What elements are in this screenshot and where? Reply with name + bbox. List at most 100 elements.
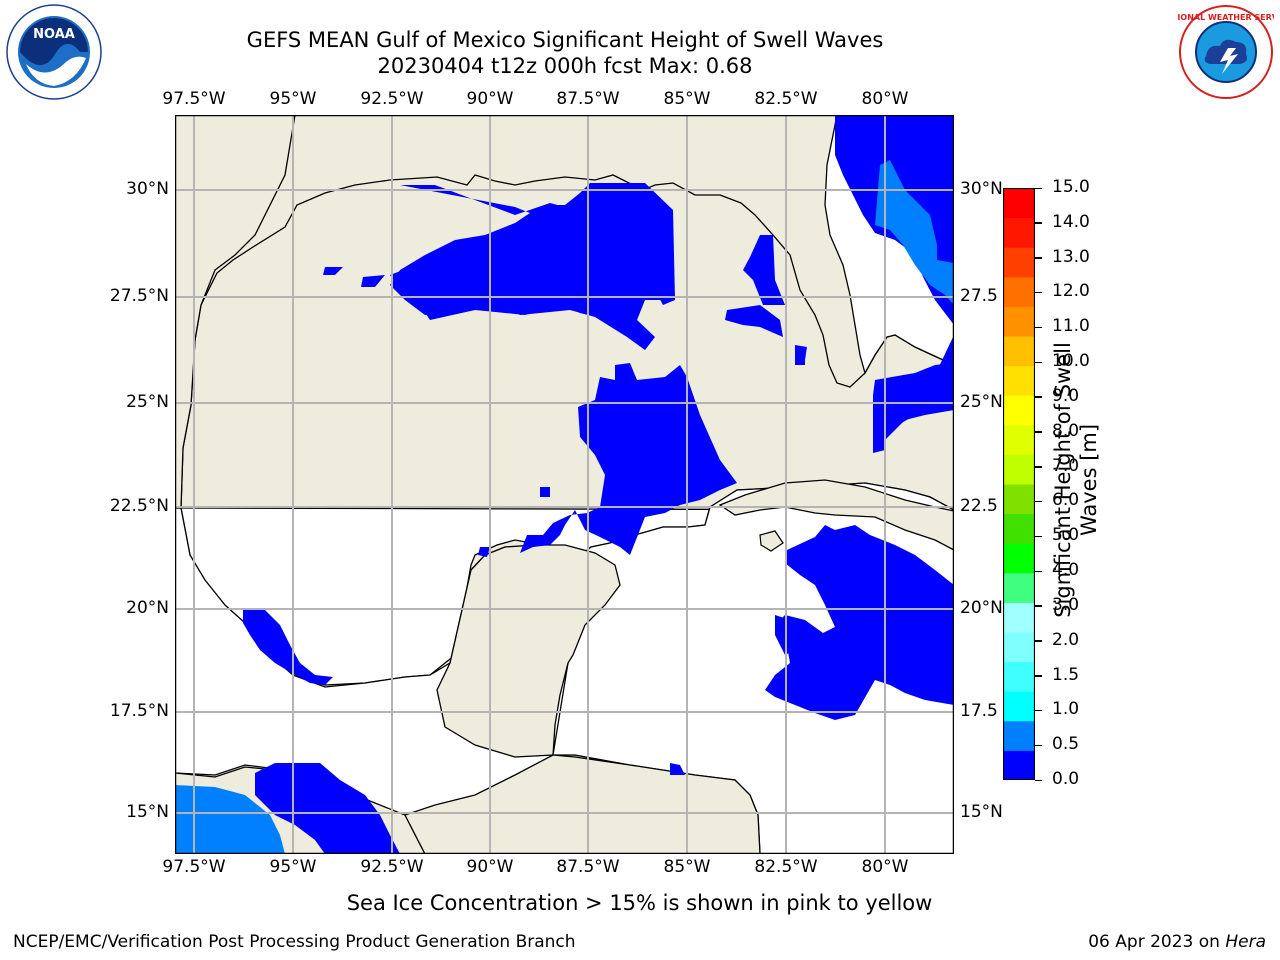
colorbar-tick-label: 1.0 <box>1052 699 1080 720</box>
colorbar-band <box>1003 424 1035 455</box>
colorbar-tick-mark <box>1035 396 1042 398</box>
colorbar-tick-label: 3.0 <box>1052 594 1080 615</box>
lat-label-right: 25°N <box>960 392 1003 412</box>
colorbar-band <box>1003 572 1035 603</box>
chart-subtitle: 20230404 t12z 000h fcst Max: 0.68 <box>377 54 753 78</box>
colorbar-tick-label: 13.0 <box>1052 246 1090 267</box>
lon-label-bottom: 80°W <box>861 857 909 877</box>
colorbar-tick-label: 15.0 <box>1052 177 1090 197</box>
honduras-land <box>404 754 761 854</box>
lat-label-left: 15°N <box>126 802 169 822</box>
swell-area-dot-2 <box>478 547 490 557</box>
swell-area-caribbean-1 <box>765 525 954 720</box>
swell-area-honduras <box>255 763 400 854</box>
colorbar-tick-label: 1.5 <box>1052 664 1080 685</box>
lon-label-top: 97.5°W <box>162 89 226 109</box>
colorbar-tick-mark <box>1035 779 1042 781</box>
colorbar-band <box>1003 602 1035 633</box>
colorbar-tick-mark <box>1035 257 1042 259</box>
lon-label-top: 82.5°W <box>754 89 818 109</box>
colorbar-tick-label: 9.0 <box>1052 385 1080 406</box>
lon-label-bottom: 87.5°W <box>556 857 620 877</box>
lat-label-right: 30°N <box>960 179 1003 199</box>
lon-label-top: 90°W <box>466 89 514 109</box>
lat-label-left: 20°N <box>126 598 169 618</box>
nws-logo: NATIONAL WEATHER SERVICE <box>1178 5 1274 99</box>
lon-label-top: 85°W <box>663 89 711 109</box>
colorbar-tick-mark <box>1035 361 1042 364</box>
colorbar-band <box>1003 217 1035 248</box>
swell-area-south-1 <box>670 763 685 775</box>
swell-contours-low <box>243 115 954 854</box>
swell-area-atlantic-mid <box>875 160 954 305</box>
colorbar-tick-label: 0.5 <box>1052 734 1080 755</box>
colorbar-tick-mark <box>1035 709 1042 712</box>
colorbar-tick-label: 5.0 <box>1052 525 1080 546</box>
colorbar-band <box>1003 720 1035 751</box>
colorbar-band <box>1003 750 1035 780</box>
colorbar-band <box>1003 306 1035 337</box>
swell-area-florida-east <box>873 363 954 453</box>
footer-date: 06 Apr 2023 on Hera <box>1088 932 1266 952</box>
gulf-of-mexico-map <box>175 115 954 854</box>
lon-label-bottom: 95°W <box>269 857 317 877</box>
colorbar-band <box>1003 336 1035 367</box>
lat-label-right: 22.5 <box>960 496 998 516</box>
lat-label-right: 27.5 <box>960 286 998 306</box>
lat-label-right: 15°N <box>960 802 1003 822</box>
lat-label-left: 17.5°N <box>109 701 169 721</box>
swell-area-east-1 <box>743 235 785 305</box>
lat-label-left: 22.5°N <box>109 496 169 516</box>
swell-area-dot-1 <box>540 487 550 497</box>
colorbar-tick-label: 6.0 <box>1052 490 1080 511</box>
colorbar-band <box>1003 513 1035 544</box>
colorbar-tick-mark <box>1035 291 1042 294</box>
footer-host: Hera <box>1225 932 1266 952</box>
colorbar-tick-mark <box>1035 675 1042 677</box>
lon-label-top: 92.5°W <box>360 89 424 109</box>
noaa-logo-text: NOAA <box>33 27 75 42</box>
colorbar-band <box>1003 395 1035 426</box>
colorbar-tick-mark <box>1035 744 1042 747</box>
colorbar-tick-label: 14.0 <box>1052 211 1090 232</box>
swell-area-small-1 <box>323 267 343 275</box>
lat-label-right: 20°N <box>960 598 1003 618</box>
sea-ice-note: Sea Ice Concentration > 15% is shown in … <box>346 891 933 915</box>
colorbar-tick-label: 10.0 <box>1052 351 1090 372</box>
lon-label-top: 87.5°W <box>556 89 620 109</box>
lat-label-left: 27.5°N <box>109 286 169 306</box>
colorbar-label-line2: Waves [m] <box>1077 423 1101 537</box>
swell-area-honduras-mid <box>175 785 285 854</box>
chart-title: GEFS MEAN Gulf of Mexico Significant Hei… <box>246 28 884 52</box>
colorbar-tick-mark <box>1035 535 1042 538</box>
swell-area-central <box>520 363 737 555</box>
swell-area-east-2 <box>725 305 783 337</box>
swell-area-small-2 <box>361 275 385 287</box>
colorbar-band <box>1003 454 1035 485</box>
map-grid <box>175 115 954 854</box>
colorbar-band <box>1003 188 1035 219</box>
swell-area-dot-3 <box>795 345 807 360</box>
colorbar-band <box>1003 543 1035 574</box>
colorbar-band <box>1003 484 1035 515</box>
colorbar-tick-mark <box>1035 431 1042 433</box>
colorbar-band <box>1003 691 1035 722</box>
colorbar-tick-label: 12.0 <box>1052 281 1090 302</box>
lat-label-left: 25°N <box>126 392 169 412</box>
colorbar-tick-mark <box>1035 222 1042 224</box>
noaa-logo: NOAA <box>6 4 102 100</box>
colorbar-label-line1: Significant Height of Swell <box>1051 342 1075 618</box>
colorbar-band <box>1003 632 1035 663</box>
map-frame <box>175 115 954 854</box>
colorbar-tick-label: 2.0 <box>1052 629 1080 650</box>
colorbar-band <box>1003 247 1035 278</box>
swell-area-big-bay <box>390 185 675 350</box>
footer-date-text: 06 Apr 2023 on <box>1088 932 1226 952</box>
colorbar-tick-mark <box>1035 187 1042 189</box>
colorbar-band <box>1003 276 1035 307</box>
swell-area-atlantic <box>835 115 954 453</box>
isla-juventud <box>759 530 784 552</box>
colorbar-tick-mark <box>1035 605 1042 607</box>
lat-label-left: 30°N <box>126 179 169 199</box>
colorbar-tick-mark <box>1035 640 1042 642</box>
